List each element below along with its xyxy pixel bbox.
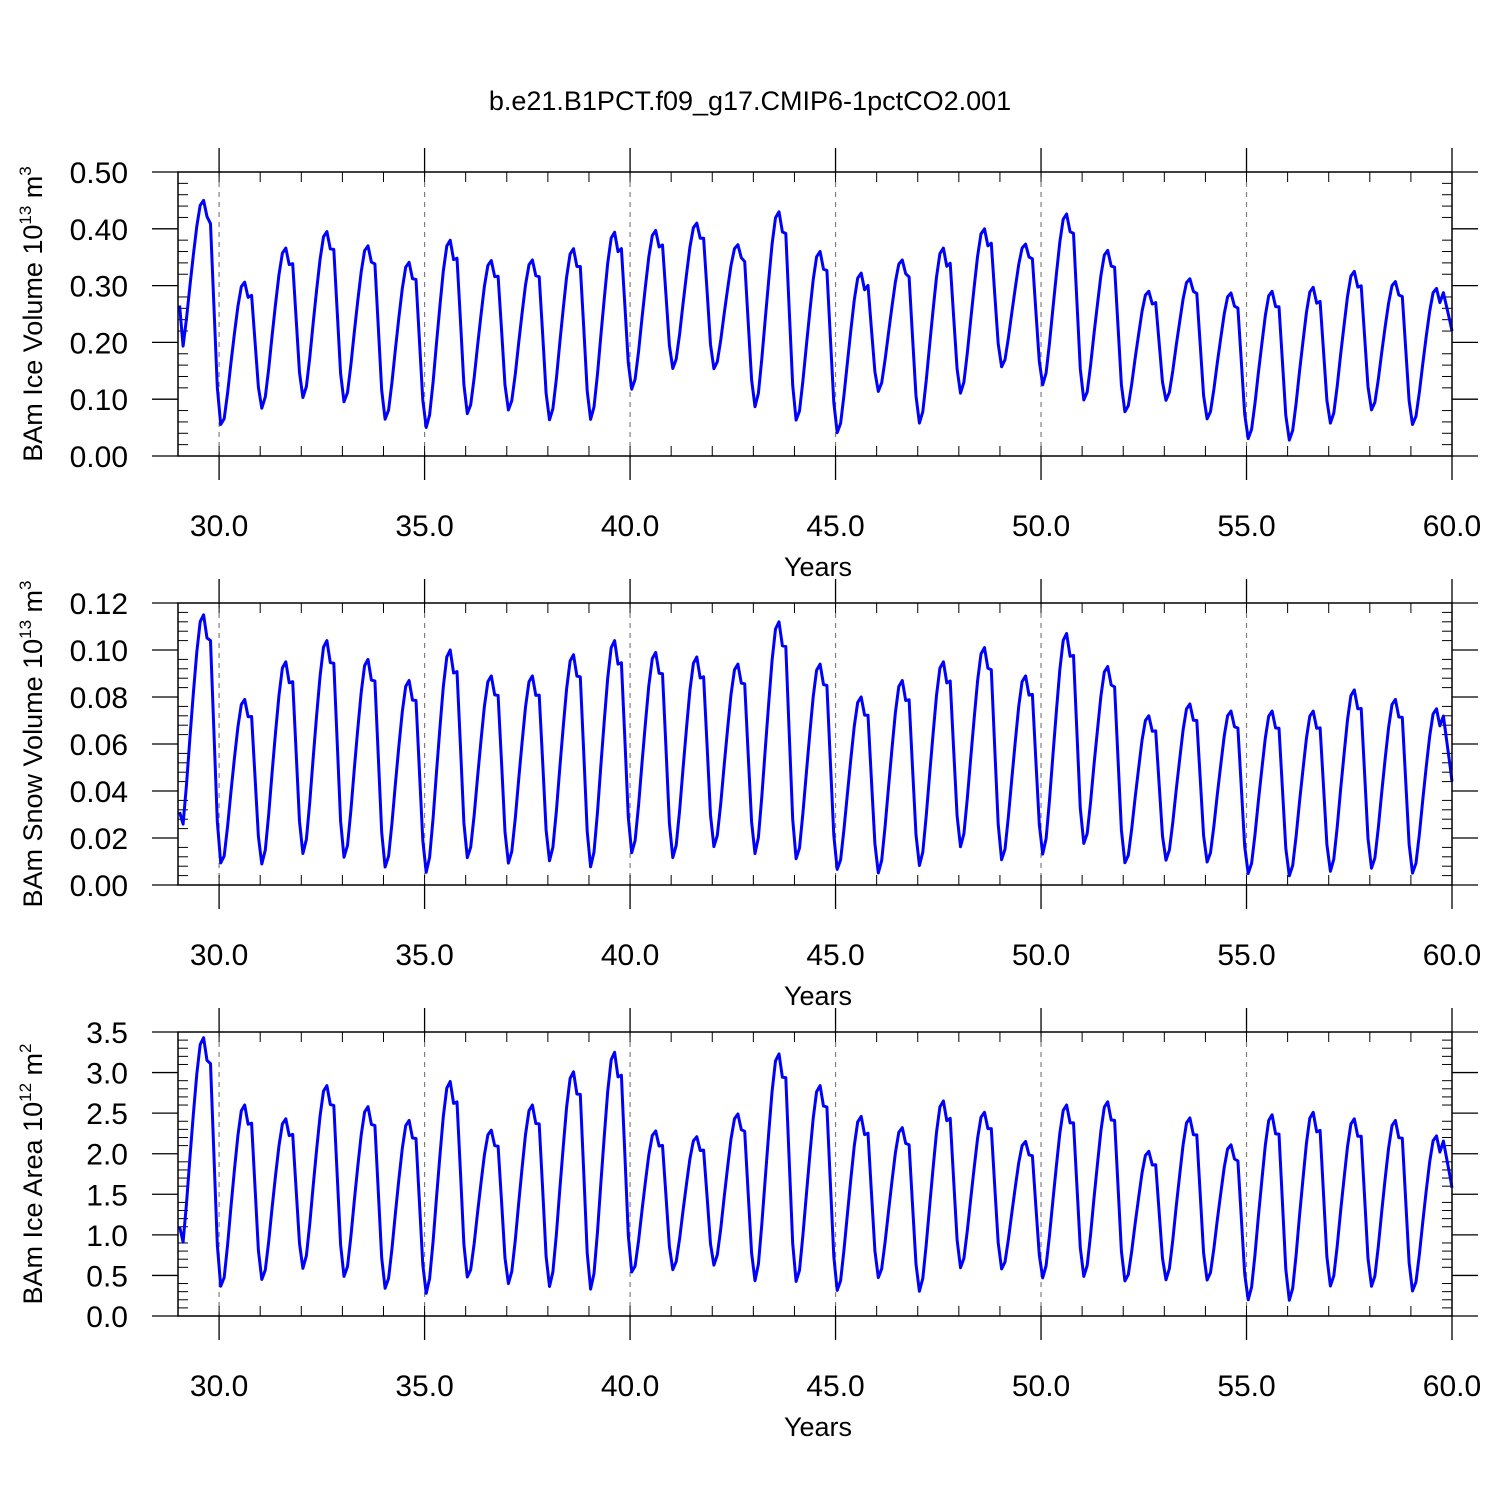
ice-area-x-tick-label: 60.0	[1423, 1370, 1481, 1403]
snow-volume-series-line	[178, 613, 1454, 878]
snow-volume-y-tick-label: 0.02	[70, 823, 128, 856]
ice-area-y-tick-label: 3.5	[86, 1017, 128, 1050]
ice-area-y-axis-label: BAm Ice Area 1012 m2	[16, 1044, 48, 1305]
ice-volume-plot-frame	[177, 171, 1453, 457]
ice-area-x-tick-label: 50.0	[1012, 1370, 1070, 1403]
ice-volume-y-tick-label: 0.50	[70, 157, 128, 190]
ice-volume-x-tick-label: 60.0	[1423, 510, 1481, 543]
ice-volume-y-tick-label: 0.30	[70, 271, 128, 304]
ice-area-y-tick-label: 0.0	[86, 1301, 128, 1334]
ice-area-y-tick-label: 1.0	[86, 1220, 128, 1253]
ice-area-x-tick-labels: 30.0 35.0 40.0 45.0 50.0 55.0 60.0	[190, 1370, 1481, 1403]
ice-volume-x-tick-label: 45.0	[806, 510, 864, 543]
ice-area-y-tick-labels: 0.0 0.5 1.0 1.5 2.0 2.5 3.0 3.5	[86, 1017, 128, 1334]
ice-area-x-tick-label: 35.0	[395, 1370, 453, 1403]
snow-volume-y-tick-label: 0.10	[70, 635, 128, 668]
ice-volume-y-tick-label: 0.10	[70, 384, 128, 417]
snow-volume-x-tick-label: 45.0	[806, 939, 864, 972]
ice-volume-x-tick-label: 50.0	[1012, 510, 1070, 543]
ice-volume-x-tick-label: 55.0	[1217, 510, 1275, 543]
ice-area-y-tick-label: 2.0	[86, 1139, 128, 1172]
snow-volume-y-tick-label: 0.00	[70, 870, 128, 903]
ice-area-x-tick-label: 45.0	[806, 1370, 864, 1403]
ice-area-series-line	[178, 1036, 1454, 1302]
ice-volume-y-tick-label: 0.40	[70, 214, 128, 247]
ice-area-x-axis-label: Years	[784, 1412, 852, 1442]
ice-volume-y-axis-label: BAm Ice Volume 1013 m3	[16, 166, 48, 462]
snow-volume-y-tick-label: 0.06	[70, 729, 128, 762]
ice-area-y-tick-label: 1.5	[86, 1179, 128, 1212]
snow-volume-x-tick-labels: 30.0 35.0 40.0 45.0 50.0 55.0 60.0	[190, 939, 1481, 972]
snow-volume-y-axis-label: BAm Snow Volume 1013 m3	[16, 580, 48, 907]
ice-volume-x-tick-labels: 30.0 35.0 40.0 45.0 50.0 55.0 60.0	[190, 510, 1481, 543]
ice-volume-x-tick-label: 40.0	[601, 510, 659, 543]
ice-volume-x-tick-label: 35.0	[395, 510, 453, 543]
ice-volume-x-axis-label: Years	[784, 552, 852, 582]
ice-volume-x-tick-label: 30.0	[190, 510, 248, 543]
snow-volume-x-tick-label: 30.0	[190, 939, 248, 972]
ice-volume-major-ticks	[152, 148, 1478, 480]
ice-area-y-tick-label: 0.5	[86, 1260, 128, 1293]
snow-volume-plot-frame	[177, 602, 1453, 886]
ice-area-x-tick-label: 30.0	[190, 1370, 248, 1403]
ice-volume-y-tick-labels: 0.00 0.10 0.20 0.30 0.40 0.50	[70, 157, 128, 474]
ice-volume-reference-lines	[218, 172, 1248, 456]
snow-volume-x-tick-label: 40.0	[601, 939, 659, 972]
ice-area-x-tick-label: 55.0	[1217, 1370, 1275, 1403]
snow-volume-major-ticks	[152, 579, 1478, 909]
snow-volume-y-tick-label: 0.12	[70, 588, 128, 621]
panel-ice-volume: 0.00 0.10 0.20 0.30 0.40 0.50 30.0 35.0 40.0 45.…	[16, 148, 1481, 582]
ice-area-minor-ticks	[177, 1032, 1453, 1316]
panel-ice-area: 0.0 0.5 1.0 1.5 2.0 2.5 3.0 3.5 30.0 35.0 40.0 45.…	[16, 1008, 1481, 1442]
ice-volume-minor-ticks	[177, 172, 1453, 456]
figure-title: b.e21.B1PCT.f09_g17.CMIP6-1pctCO2.001	[489, 86, 1011, 116]
ice-volume-y-tick-label: 0.20	[70, 327, 128, 360]
snow-volume-y-tick-labels: 0.00 0.02 0.04 0.06 0.08 0.10 0.12	[70, 588, 128, 903]
panel-snow-volume: 0.00 0.02 0.04 0.06 0.08 0.10 0.12 30.0 35.0 40.…	[16, 579, 1481, 1011]
ice-area-y-tick-label: 3.0	[86, 1058, 128, 1091]
ice-area-reference-lines	[218, 1032, 1248, 1316]
snow-volume-x-tick-label: 35.0	[395, 939, 453, 972]
snow-volume-x-axis-label: Years	[784, 981, 852, 1011]
snow-volume-x-tick-label: 60.0	[1423, 939, 1481, 972]
ice-area-plot-frame	[177, 1031, 1453, 1317]
snow-volume-x-tick-label: 50.0	[1012, 939, 1070, 972]
ice-area-y-tick-label: 2.5	[86, 1098, 128, 1131]
snow-volume-x-tick-label: 55.0	[1217, 939, 1275, 972]
snow-volume-y-tick-label: 0.08	[70, 682, 128, 715]
ice-volume-y-tick-label: 0.00	[70, 441, 128, 474]
ice-volume-series-line	[178, 198, 1454, 442]
snow-volume-y-tick-label: 0.04	[70, 776, 128, 809]
ice-area-major-ticks	[152, 1008, 1478, 1340]
ice-area-x-tick-label: 40.0	[601, 1370, 659, 1403]
